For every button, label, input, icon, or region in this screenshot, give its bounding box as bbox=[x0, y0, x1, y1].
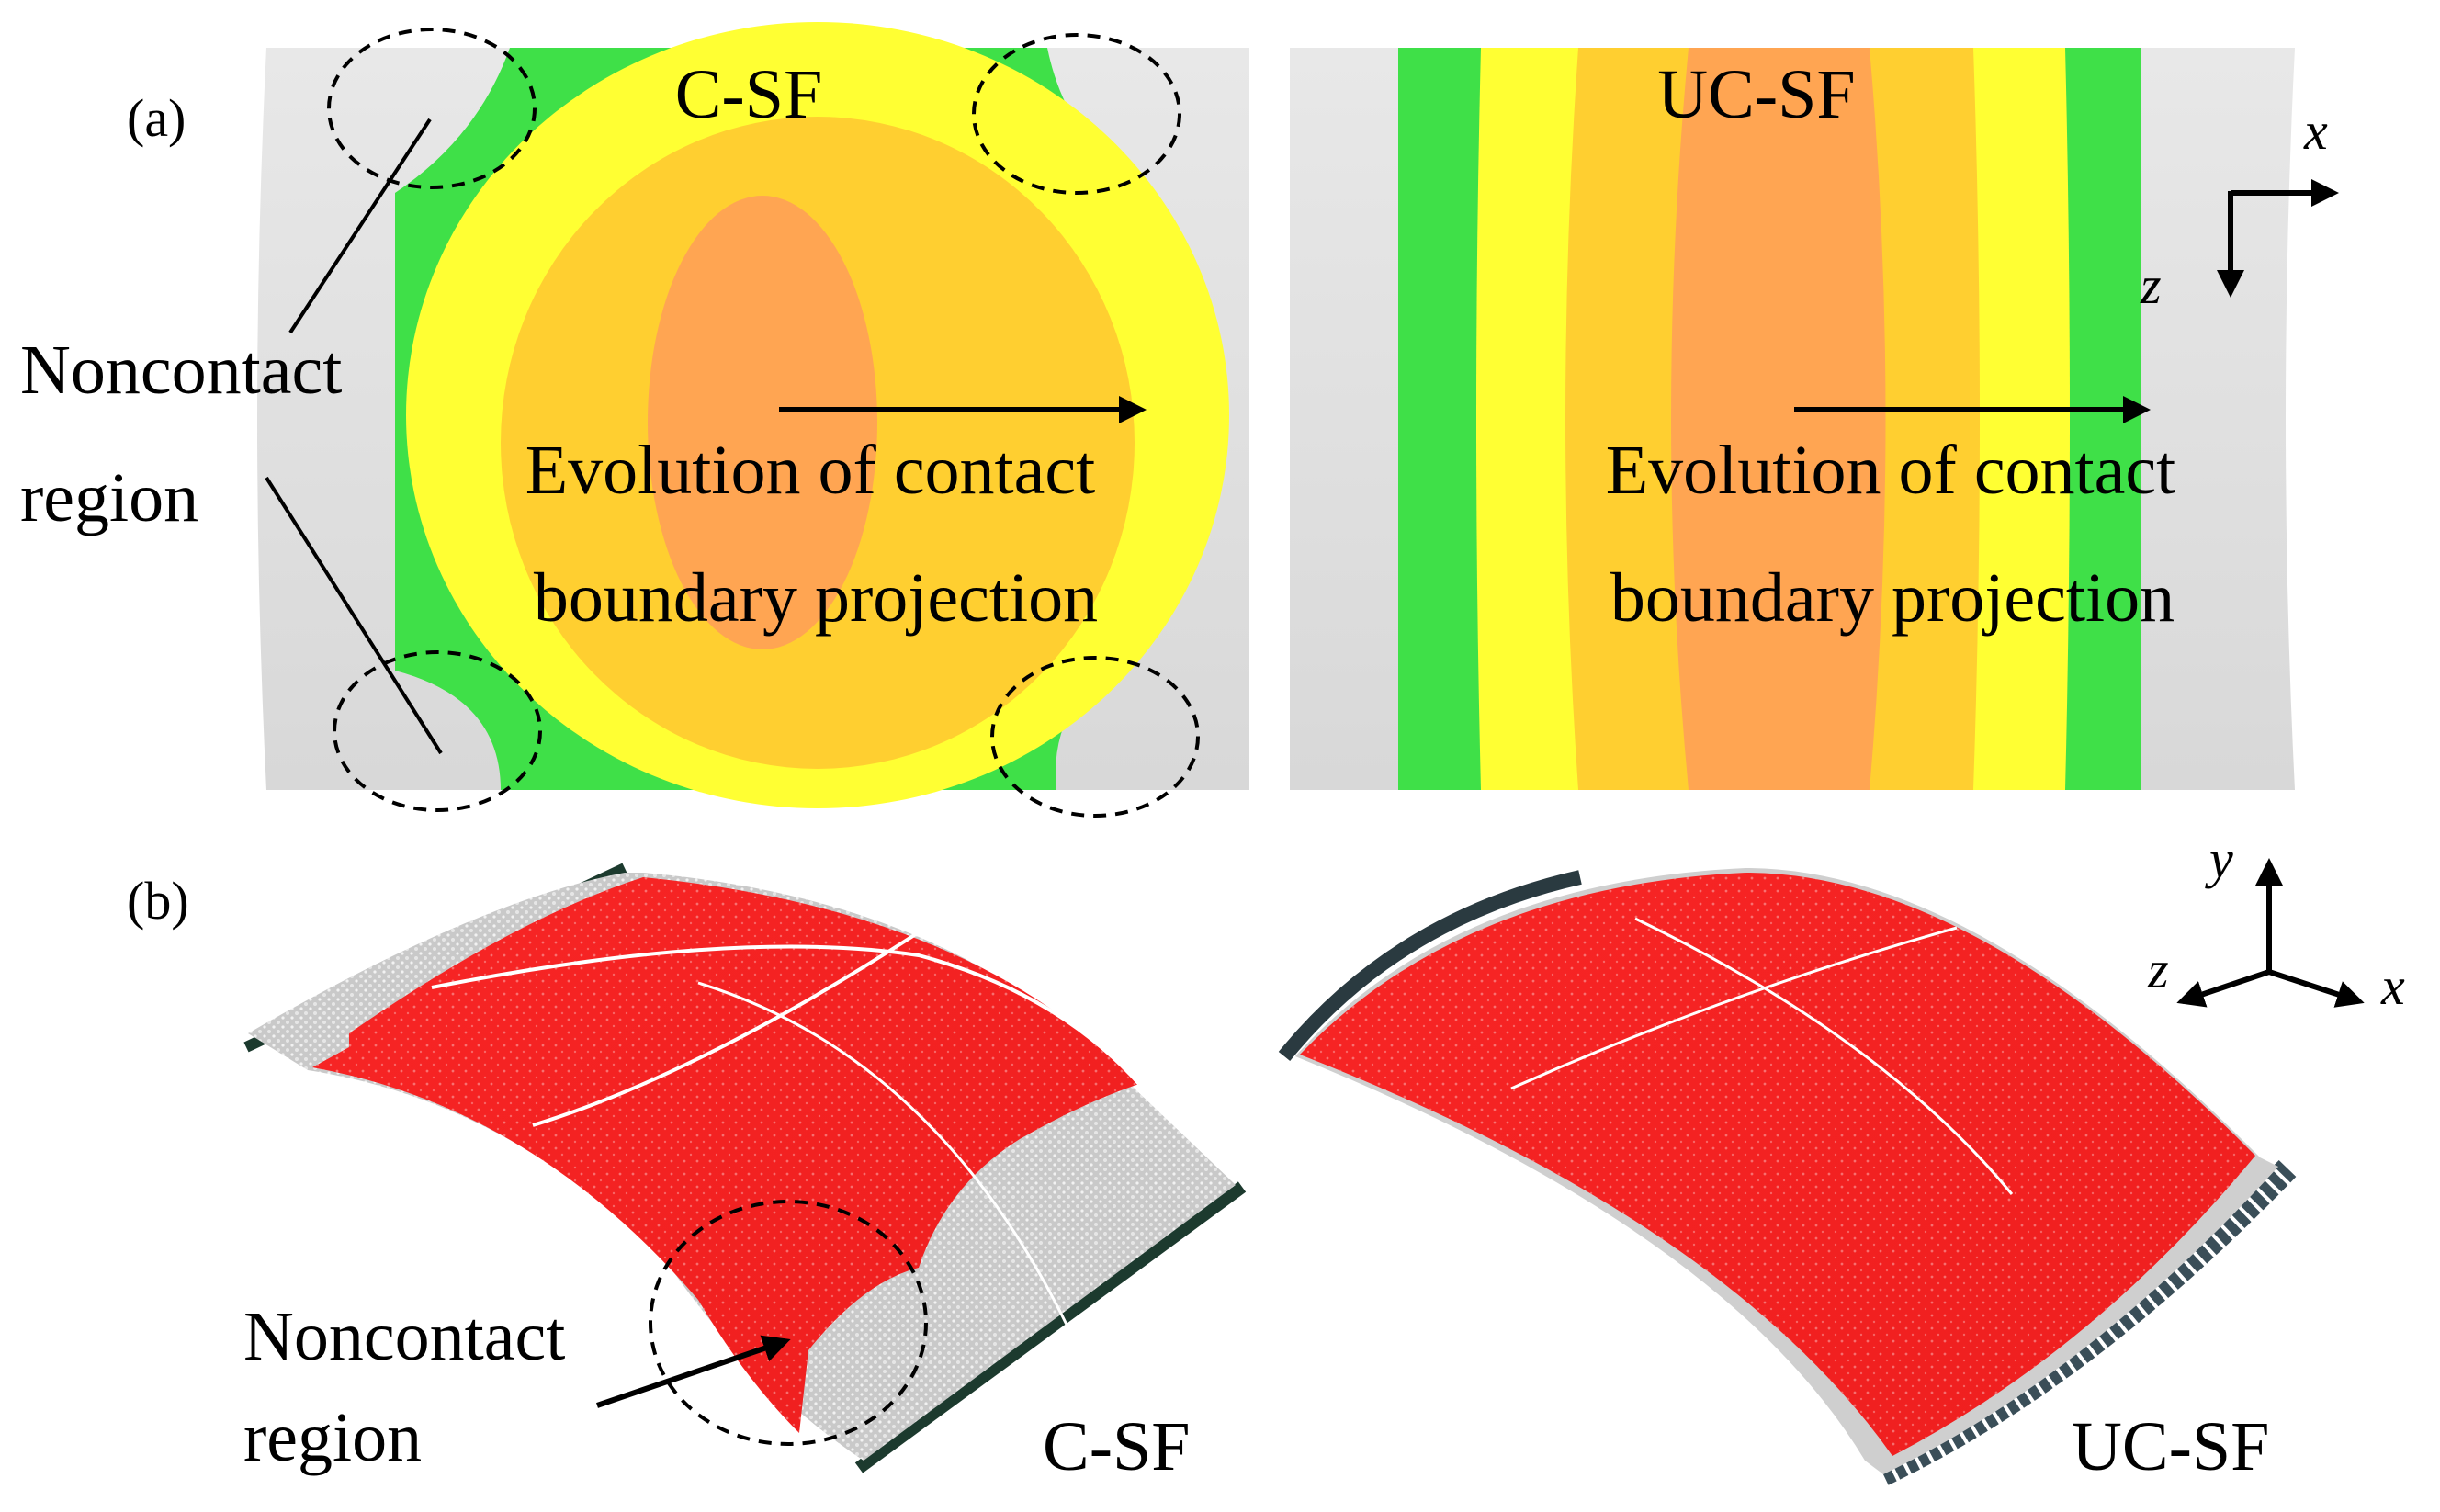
uc-sf-red-texture bbox=[1300, 873, 2255, 1456]
c-sf-noncontact-circle-top-right bbox=[972, 33, 1181, 195]
c-sf-evolution-text-line2: boundary projection bbox=[534, 559, 1098, 637]
uc-sf-3d-surface bbox=[1278, 868, 2297, 1485]
noncontact-label-line1: Noncontact bbox=[20, 332, 342, 409]
uc-sf-grid-line-2 bbox=[1634, 917, 2014, 1195]
axis-x-label-a: x bbox=[2303, 101, 2328, 161]
c-sf-noncontact-circle-top-left bbox=[327, 28, 537, 189]
axis-y-label-b: y bbox=[2205, 829, 2233, 889]
c-sf-evolution-text-line1: Evolution of contact bbox=[525, 432, 1096, 509]
c-sf-caption: C-SF bbox=[1043, 1408, 1191, 1485]
uc-sf-grid-line-1 bbox=[1510, 926, 1958, 1090]
c-sf-noncontact-circle-bottom-right bbox=[990, 656, 1200, 818]
axes-xz: x z bbox=[2140, 101, 2339, 315]
c-sf-contour-map bbox=[257, 22, 1249, 808]
noncontact-label-b-line2: region bbox=[243, 1399, 422, 1476]
uc-sf-evolution-text-line1: Evolution of contact bbox=[1606, 432, 2176, 509]
c-sf-rail-bottom bbox=[854, 1181, 1247, 1473]
c-sf-noncontact-circle-bottom-left bbox=[333, 650, 542, 812]
noncontact-label-line2: region bbox=[20, 459, 198, 536]
noncontact-label-b-line1: Noncontact bbox=[243, 1298, 565, 1375]
c-sf-orange-core bbox=[648, 196, 877, 649]
axes-xyz: y x z bbox=[2147, 829, 2405, 1016]
axis-x-label-b: x bbox=[2380, 956, 2405, 1016]
noncontact-leader-lower bbox=[265, 476, 443, 755]
c-sf-red-texture bbox=[312, 877, 1139, 1433]
panel-a-label: (a) bbox=[127, 88, 186, 148]
c-sf-noncontact-arrow bbox=[596, 1335, 791, 1408]
uc-sf-orange-core bbox=[1671, 48, 1886, 790]
c-sf-grid-line-1 bbox=[431, 944, 1141, 1086]
uc-sf-caption: UC-SF bbox=[2072, 1408, 2269, 1485]
axis-z-label-a: z bbox=[2140, 255, 2162, 315]
uc-sf-rail-top bbox=[1278, 870, 1582, 1062]
c-sf-noncontact-circle-3d bbox=[649, 1200, 928, 1446]
c-sf-title: C-SF bbox=[675, 56, 823, 133]
uc-sf-contour-map bbox=[1290, 48, 2295, 790]
uc-sf-evolution-text-line2: boundary projection bbox=[1610, 559, 2175, 637]
uc-sf-rail-bottom bbox=[1878, 1159, 2297, 1485]
noncontact-leader-upper bbox=[288, 118, 432, 334]
axis-z-label-b: z bbox=[2147, 940, 2169, 999]
panel-b-label: (b) bbox=[127, 871, 189, 931]
uc-sf-title: UC-SF bbox=[1657, 56, 1855, 133]
c-sf-3d-surface bbox=[243, 863, 1247, 1473]
c-sf-grid-line-3 bbox=[697, 981, 1072, 1333]
c-sf-grid-line-2 bbox=[532, 931, 921, 1127]
